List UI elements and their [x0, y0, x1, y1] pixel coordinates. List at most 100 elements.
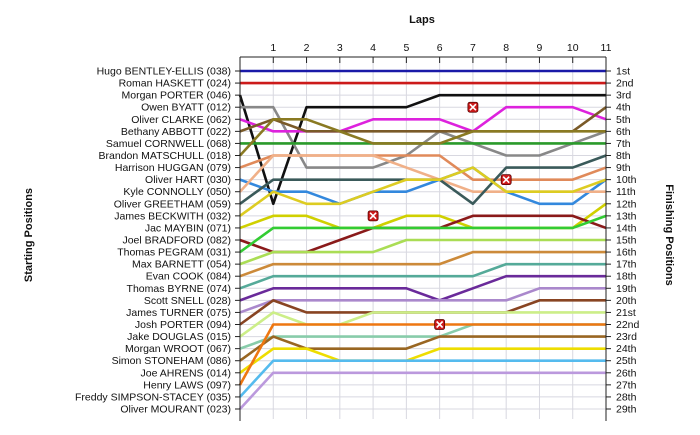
finishing-position-label: 19th [616, 283, 637, 295]
starting-position-label: Oliver CLARKE (062) [131, 114, 231, 126]
finishing-position-label: 7th [616, 138, 631, 150]
starting-position-label: Owen BYATT (012) [141, 102, 231, 114]
series-line [239, 214, 607, 254]
series-line [239, 347, 606, 374]
starting-position-label: Morgan PORTER (046) [121, 90, 231, 102]
finishing-position-label: 10th [616, 174, 637, 186]
lap-label: 7 [470, 42, 476, 54]
series-line [238, 93, 606, 206]
finishing-position-label: 15th [616, 235, 637, 247]
series-line [239, 335, 606, 362]
right-axis-title: Finishing Positions [663, 184, 675, 285]
finishing-position-label: 4th [616, 102, 631, 114]
retirement-cross [436, 320, 444, 329]
starting-position-label: Simon STONEHAM (086) [112, 355, 231, 367]
left-axis-title: Starting Positions [23, 188, 35, 282]
finishing-position-label: 3rd [616, 90, 631, 102]
finishing-position-label: 14th [616, 222, 637, 234]
series-line [239, 286, 606, 314]
starting-position-label: Roman HASKETT (024) [119, 78, 231, 90]
finishing-position-label: 22nd [616, 319, 640, 331]
lap-label: 6 [437, 42, 443, 54]
retirement-cross [369, 212, 377, 220]
series-line [239, 311, 606, 338]
finishing-position-label: 21st [616, 307, 636, 319]
starting-position-label: Jake DOUGLAS (015) [127, 331, 231, 343]
finishing-position-label: 11th [616, 186, 636, 198]
retirement-marker [367, 210, 379, 222]
retirement-markers [367, 101, 512, 330]
lap-label: 9 [537, 42, 543, 54]
lap-label: 10 [567, 42, 579, 54]
finishing-position-label: 8th [616, 150, 631, 162]
series-line [239, 214, 607, 254]
finishing-position-label: 24th [616, 343, 637, 355]
series-line [239, 371, 606, 410]
series-line [239, 262, 606, 290]
series-line [239, 105, 607, 133]
finishing-position-label: 27th [616, 379, 637, 391]
starting-position-label: Oliver HART (030) [145, 174, 231, 186]
series-line [239, 250, 606, 278]
starting-position-label: Thomas BYRNE (074) [127, 283, 231, 295]
position-lines [238, 69, 607, 410]
starting-position-label: Scott SNELL (028) [144, 295, 231, 307]
finishing-position-label: 23rd [616, 331, 637, 343]
finishing-position-label: 29th [616, 404, 637, 416]
starting-position-label: Kyle CONNOLLY (050) [123, 186, 231, 198]
finishing-position-label: 13th [616, 210, 637, 222]
retirement-marker [467, 101, 479, 113]
finishing-position-label: 28th [616, 391, 637, 403]
finishing-position-label: 18th [616, 271, 637, 283]
finishing-position-label: 26th [616, 367, 637, 379]
series-line [239, 166, 607, 206]
starting-position-label: Freddy SIMPSON-STACEY (035) [75, 391, 231, 403]
finishing-position-label: 6th [616, 126, 631, 138]
starting-position-label: James BECKWITH (032) [114, 210, 231, 222]
starting-position-label: Harrison HUGGAN (079) [115, 162, 231, 174]
starting-position-label: Henry LAWS (097) [143, 379, 231, 391]
finishing-position-label: 12th [616, 198, 637, 210]
lap-label: 4 [370, 42, 376, 54]
starting-position-label: Joe AHRENS (014) [141, 367, 231, 379]
finishing-position-label: 16th [616, 247, 637, 259]
lap-label: 5 [403, 42, 409, 54]
retirement-marker [434, 319, 446, 330]
starting-position-label: Jac MAYBIN (071) [145, 222, 231, 234]
lap-label: 8 [503, 42, 509, 54]
series-line [239, 117, 606, 157]
finishing-position-label: 1st [616, 66, 630, 78]
starting-position-label: Hugo BENTLEY-ELLIS (038) [97, 66, 231, 78]
top-axis-title: Laps [409, 14, 435, 26]
starting-position-label: Thomas PEGRAM (031) [117, 247, 231, 259]
finishing-position-label: 17th [616, 259, 637, 271]
retirement-marker [500, 174, 512, 186]
starting-position-label: Joel BRADFORD (082) [122, 235, 231, 247]
lap-label: 3 [337, 42, 343, 54]
finishing-position-label: 20th [616, 295, 637, 307]
starting-position-label: Oliver GREETHAM (059) [114, 198, 231, 210]
series-line [239, 166, 607, 217]
starting-position-label: Max BARNETT (054) [132, 259, 231, 271]
starting-position-label: Evan COOK (084) [146, 271, 231, 283]
finishing-position-label: 25th [616, 355, 637, 367]
starting-position-label: Oliver MOURANT (023) [120, 404, 231, 416]
lap-label: 2 [304, 42, 310, 54]
finishing-position-label: 2nd [616, 78, 634, 90]
finishing-position-label: 9th [616, 162, 631, 174]
retirement-cross [502, 176, 510, 184]
starting-position-label: Samuel CORNWELL (068) [106, 138, 231, 150]
lap-label: 1 [270, 42, 276, 54]
series-line [239, 274, 606, 302]
finishing-position-label: 5th [616, 114, 631, 126]
series-line [239, 238, 606, 266]
starting-position-label: Bethany ABBOTT (022) [121, 126, 231, 138]
series-line [238, 323, 606, 386]
lap-label: 11 [601, 42, 612, 54]
starting-position-label: Josh PORTER (094) [135, 319, 231, 331]
starting-position-label: James TURNER (075) [126, 307, 231, 319]
retirement-cross [469, 103, 477, 111]
starting-position-label: Brandon MATSCHULL (018) [99, 150, 231, 162]
starting-position-label: Morgan WROOT (067) [125, 343, 231, 355]
